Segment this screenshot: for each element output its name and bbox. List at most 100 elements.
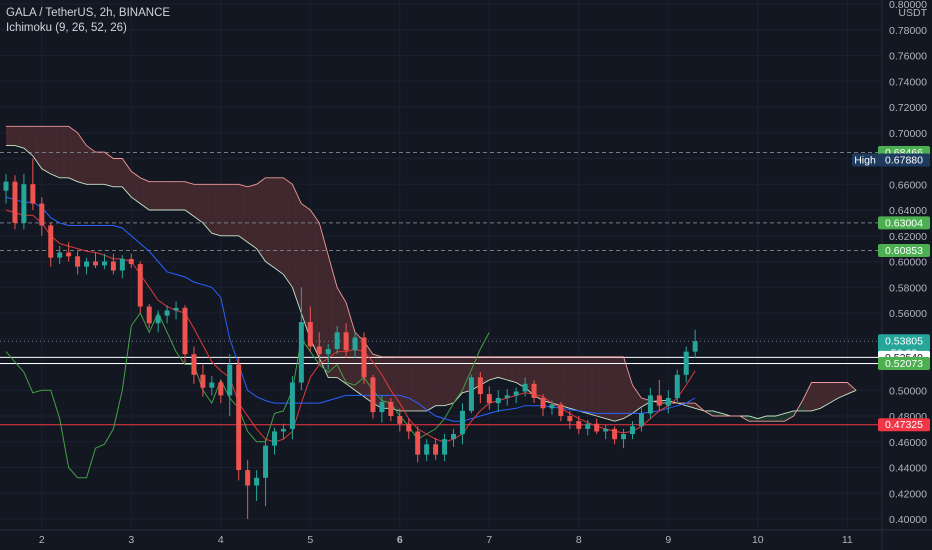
time-tick-label: 4 — [218, 534, 224, 546]
candle-body — [334, 332, 340, 350]
candle-body — [549, 404, 555, 409]
cloud-segment — [113, 158, 123, 187]
cloud-segment — [569, 356, 579, 411]
candle-body — [137, 264, 143, 307]
indicator-title[interactable]: Ichimoku (9, 26, 52, 26) — [6, 22, 127, 34]
ichimoku-lines — [5, 125, 857, 479]
cloud-segment — [686, 403, 696, 409]
candle-body — [173, 307, 179, 311]
price-tick-label: 0.74000 — [889, 76, 927, 88]
candle-body — [245, 470, 251, 486]
price-tick-label: 0.72000 — [889, 102, 927, 114]
candle-body — [12, 181, 18, 223]
cloud-segment — [256, 177, 266, 262]
price-tick-label: 0.66000 — [889, 179, 927, 191]
candle-body — [361, 337, 367, 378]
candle-body — [504, 395, 510, 398]
candle-body — [218, 382, 224, 396]
cloud-segment — [838, 382, 848, 398]
cloud-segment — [193, 184, 203, 223]
cloud-segment — [77, 132, 87, 185]
cloud-segment — [6, 126, 15, 146]
time-tick-label: 8 — [576, 534, 582, 546]
cloud-segment — [167, 181, 177, 210]
candle-body — [146, 306, 152, 324]
price-tag-value: 0.67880 — [885, 155, 923, 167]
price-tag-value: 0.47325 — [885, 419, 923, 431]
cloud-segment — [543, 356, 552, 404]
cloud-segment — [14, 126, 24, 149]
candle-body — [75, 256, 81, 267]
candle-body — [298, 322, 304, 383]
cloud-segment — [265, 177, 275, 268]
price-tag-value: 0.63004 — [885, 217, 923, 229]
price-tick-label: 0.50000 — [889, 385, 927, 397]
symbol-title[interactable]: GALA / TetherUS, 2h, BINANCE — [6, 7, 171, 19]
cloud-segment — [578, 356, 588, 414]
candle-body — [164, 310, 170, 316]
price-axis[interactable]: 0.400000.420000.440000.460000.480000.500… — [882, 0, 932, 550]
cloud-segment — [748, 416, 758, 422]
cloud-segment — [516, 356, 526, 388]
cloud-segment — [310, 210, 320, 359]
time-tick-label: 10 — [752, 534, 764, 546]
candle-body — [289, 382, 295, 429]
candle-body — [352, 337, 358, 351]
candle-body — [379, 401, 385, 413]
price-tag-value: 0.52073 — [885, 358, 923, 370]
cloud-segment — [784, 410, 794, 422]
price-tick-label: 0.44000 — [889, 463, 927, 475]
cloud-segment — [95, 152, 105, 185]
cloud-segment — [41, 126, 51, 174]
cloud-segment — [757, 416, 767, 422]
cloud-segment — [185, 181, 194, 217]
candle-body — [531, 383, 537, 398]
candle-body — [406, 423, 412, 432]
cloud-segment — [238, 184, 248, 243]
candle-body — [567, 416, 573, 422]
candle-body — [227, 364, 233, 396]
cloud-segment — [319, 222, 329, 378]
candle-body — [209, 382, 215, 388]
price-tag — [878, 216, 930, 230]
cloud-segment — [23, 126, 33, 156]
candle-body — [254, 477, 260, 486]
price-tag — [878, 153, 930, 167]
time-axis-background — [0, 530, 932, 550]
time-tick-label: 9 — [665, 534, 671, 546]
candle-body — [110, 261, 116, 271]
candle-body — [585, 423, 591, 429]
candle-body — [370, 377, 376, 413]
candle-body — [495, 397, 501, 404]
currency-label: USDT — [898, 7, 927, 19]
time-tick-label: 7 — [486, 534, 492, 546]
candle-body — [119, 258, 125, 271]
price-tick-label: 0.42000 — [889, 488, 927, 500]
cloud-segment — [140, 177, 150, 210]
candle-body — [612, 428, 618, 440]
candle-body — [316, 346, 322, 355]
candle-body — [683, 351, 689, 375]
time-tick-label: 3 — [128, 534, 134, 546]
price-tag-label-bg — [852, 153, 878, 167]
candle-body — [30, 184, 36, 204]
legend: GALA / TetherUS, 2h, BINANCE Ichimoku (9… — [6, 6, 170, 36]
candle-body — [433, 444, 439, 455]
cloud-segment — [211, 184, 221, 236]
cloud-segment — [202, 184, 212, 234]
candle-body — [397, 416, 403, 424]
candle-body — [630, 426, 635, 435]
candle-body — [442, 439, 448, 455]
price-tick-label: 0.60000 — [889, 257, 927, 269]
cloud-segment — [587, 356, 597, 416]
cloud-segment — [176, 181, 185, 210]
cloud-segment — [713, 410, 722, 416]
candle-body — [647, 395, 653, 414]
candle-body — [200, 374, 206, 388]
cloud-segment — [444, 356, 454, 406]
cloud-segment — [86, 145, 96, 185]
cloud-segment — [560, 356, 570, 409]
